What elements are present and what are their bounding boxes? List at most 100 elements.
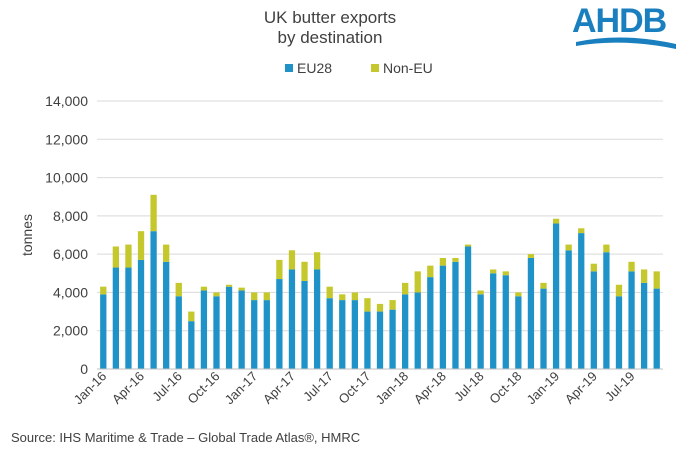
bar-eu28 [150,231,157,369]
bar-eu28 [477,294,484,369]
bar-eu28 [301,280,308,369]
bar-eu28 [490,273,497,369]
bar-eu28 [628,271,635,369]
bar-eu28 [339,300,346,369]
bar-eu28 [137,259,145,369]
bar-non-eu [590,263,597,272]
legend-swatch-eu28 [285,64,293,72]
bar-non-eu [389,300,396,310]
x-tick-label: Apr-19 [562,369,600,407]
x-tick-label: Jul-17 [300,369,336,405]
legend-label-non-eu: Non-EU [383,60,433,76]
x-tick-label: Jan-19 [523,369,562,408]
bar-non-eu [251,292,258,301]
bar-non-eu [100,286,107,295]
bar-eu28 [565,250,572,369]
x-tick-label: Jul-16 [149,369,185,405]
x-tick-label: Jul-18 [451,369,487,405]
bar-non-eu [313,252,321,270]
x-tick-label: Jul-19 [602,369,638,405]
bar-eu28 [188,321,195,369]
bar-eu28 [578,233,585,369]
bar-non-eu [276,259,283,280]
bar-non-eu [427,265,434,278]
bar-eu28 [590,271,597,369]
bar-eu28 [288,269,296,369]
bar-eu28 [238,290,245,369]
bar-eu28 [527,257,535,369]
x-tick-label: Apr-18 [411,369,449,407]
bar-non-eu [150,194,157,232]
y-tick-label: 4,000 [53,284,88,300]
x-tick-label: Jan-18 [373,369,412,408]
bar-non-eu [213,292,220,297]
bar-non-eu [490,269,497,274]
bar-eu28 [163,261,170,369]
x-tick-label: Jan-17 [222,369,261,408]
bar-eu28 [653,288,660,369]
bar-non-eu [565,244,572,251]
chart-title-line1: UK butter exports [263,8,397,27]
bar-eu28 [439,265,447,369]
bar-eu28 [464,246,472,369]
legend-label-eu28: EU28 [297,60,333,76]
bar-non-eu [339,294,346,301]
chart-title: UK butter exports by destination [200,8,460,48]
bar-non-eu [452,257,459,262]
y-tick-label: 0 [80,361,88,377]
x-tick-label: Apr-16 [109,369,147,407]
bar-non-eu [301,261,308,281]
logo-swoosh-icon [576,37,676,49]
logo-text: AHDB [572,2,667,40]
bar-eu28 [376,311,384,369]
bar-eu28 [552,223,560,369]
bar-non-eu [615,284,623,297]
bar-non-eu [112,246,120,268]
bar-eu28 [351,300,358,369]
bar-non-eu [464,244,472,247]
bar-non-eu [238,287,245,291]
bar-non-eu [188,311,195,322]
bar-non-eu [137,231,145,260]
bar-eu28 [389,309,396,369]
bar-eu28 [640,282,648,369]
bar-eu28 [263,300,270,369]
bar-eu28 [175,296,182,369]
bar-non-eu [515,292,522,297]
bar-eu28 [225,286,233,369]
bar-non-eu [578,228,585,234]
bar-non-eu [640,269,648,283]
bar-eu28 [452,261,459,369]
bar-eu28 [251,300,258,369]
bar-non-eu [200,286,208,291]
bar-non-eu [163,244,170,262]
bar-non-eu [653,271,660,289]
bar-non-eu [364,298,371,312]
bar-non-eu [552,218,560,224]
bar-non-eu [225,284,233,287]
bar-non-eu [502,271,509,276]
bar-eu28 [100,294,107,369]
bar-eu28 [402,294,409,369]
bar-non-eu [527,254,535,258]
y-tick-label: 8,000 [53,208,88,224]
bar-non-eu [477,290,484,295]
bar-eu28 [112,267,120,369]
chart-title-line2: by destination [277,28,383,47]
bar-eu28 [200,290,208,369]
x-tick-label: Apr-17 [260,369,298,407]
bar-eu28 [540,288,547,369]
bar-eu28 [502,275,509,369]
bar-non-eu [540,282,547,289]
bar-non-eu [376,303,384,312]
y-axis-label: tonnes [19,214,35,256]
bar-eu28 [213,296,220,369]
bar-eu28 [615,296,623,369]
y-tick-label: 2,000 [53,323,88,339]
bar-non-eu [402,282,409,295]
y-tick-label: 10,000 [45,170,88,186]
bar-eu28 [364,311,371,369]
bar-non-eu [351,292,358,301]
bar-non-eu [263,292,270,301]
